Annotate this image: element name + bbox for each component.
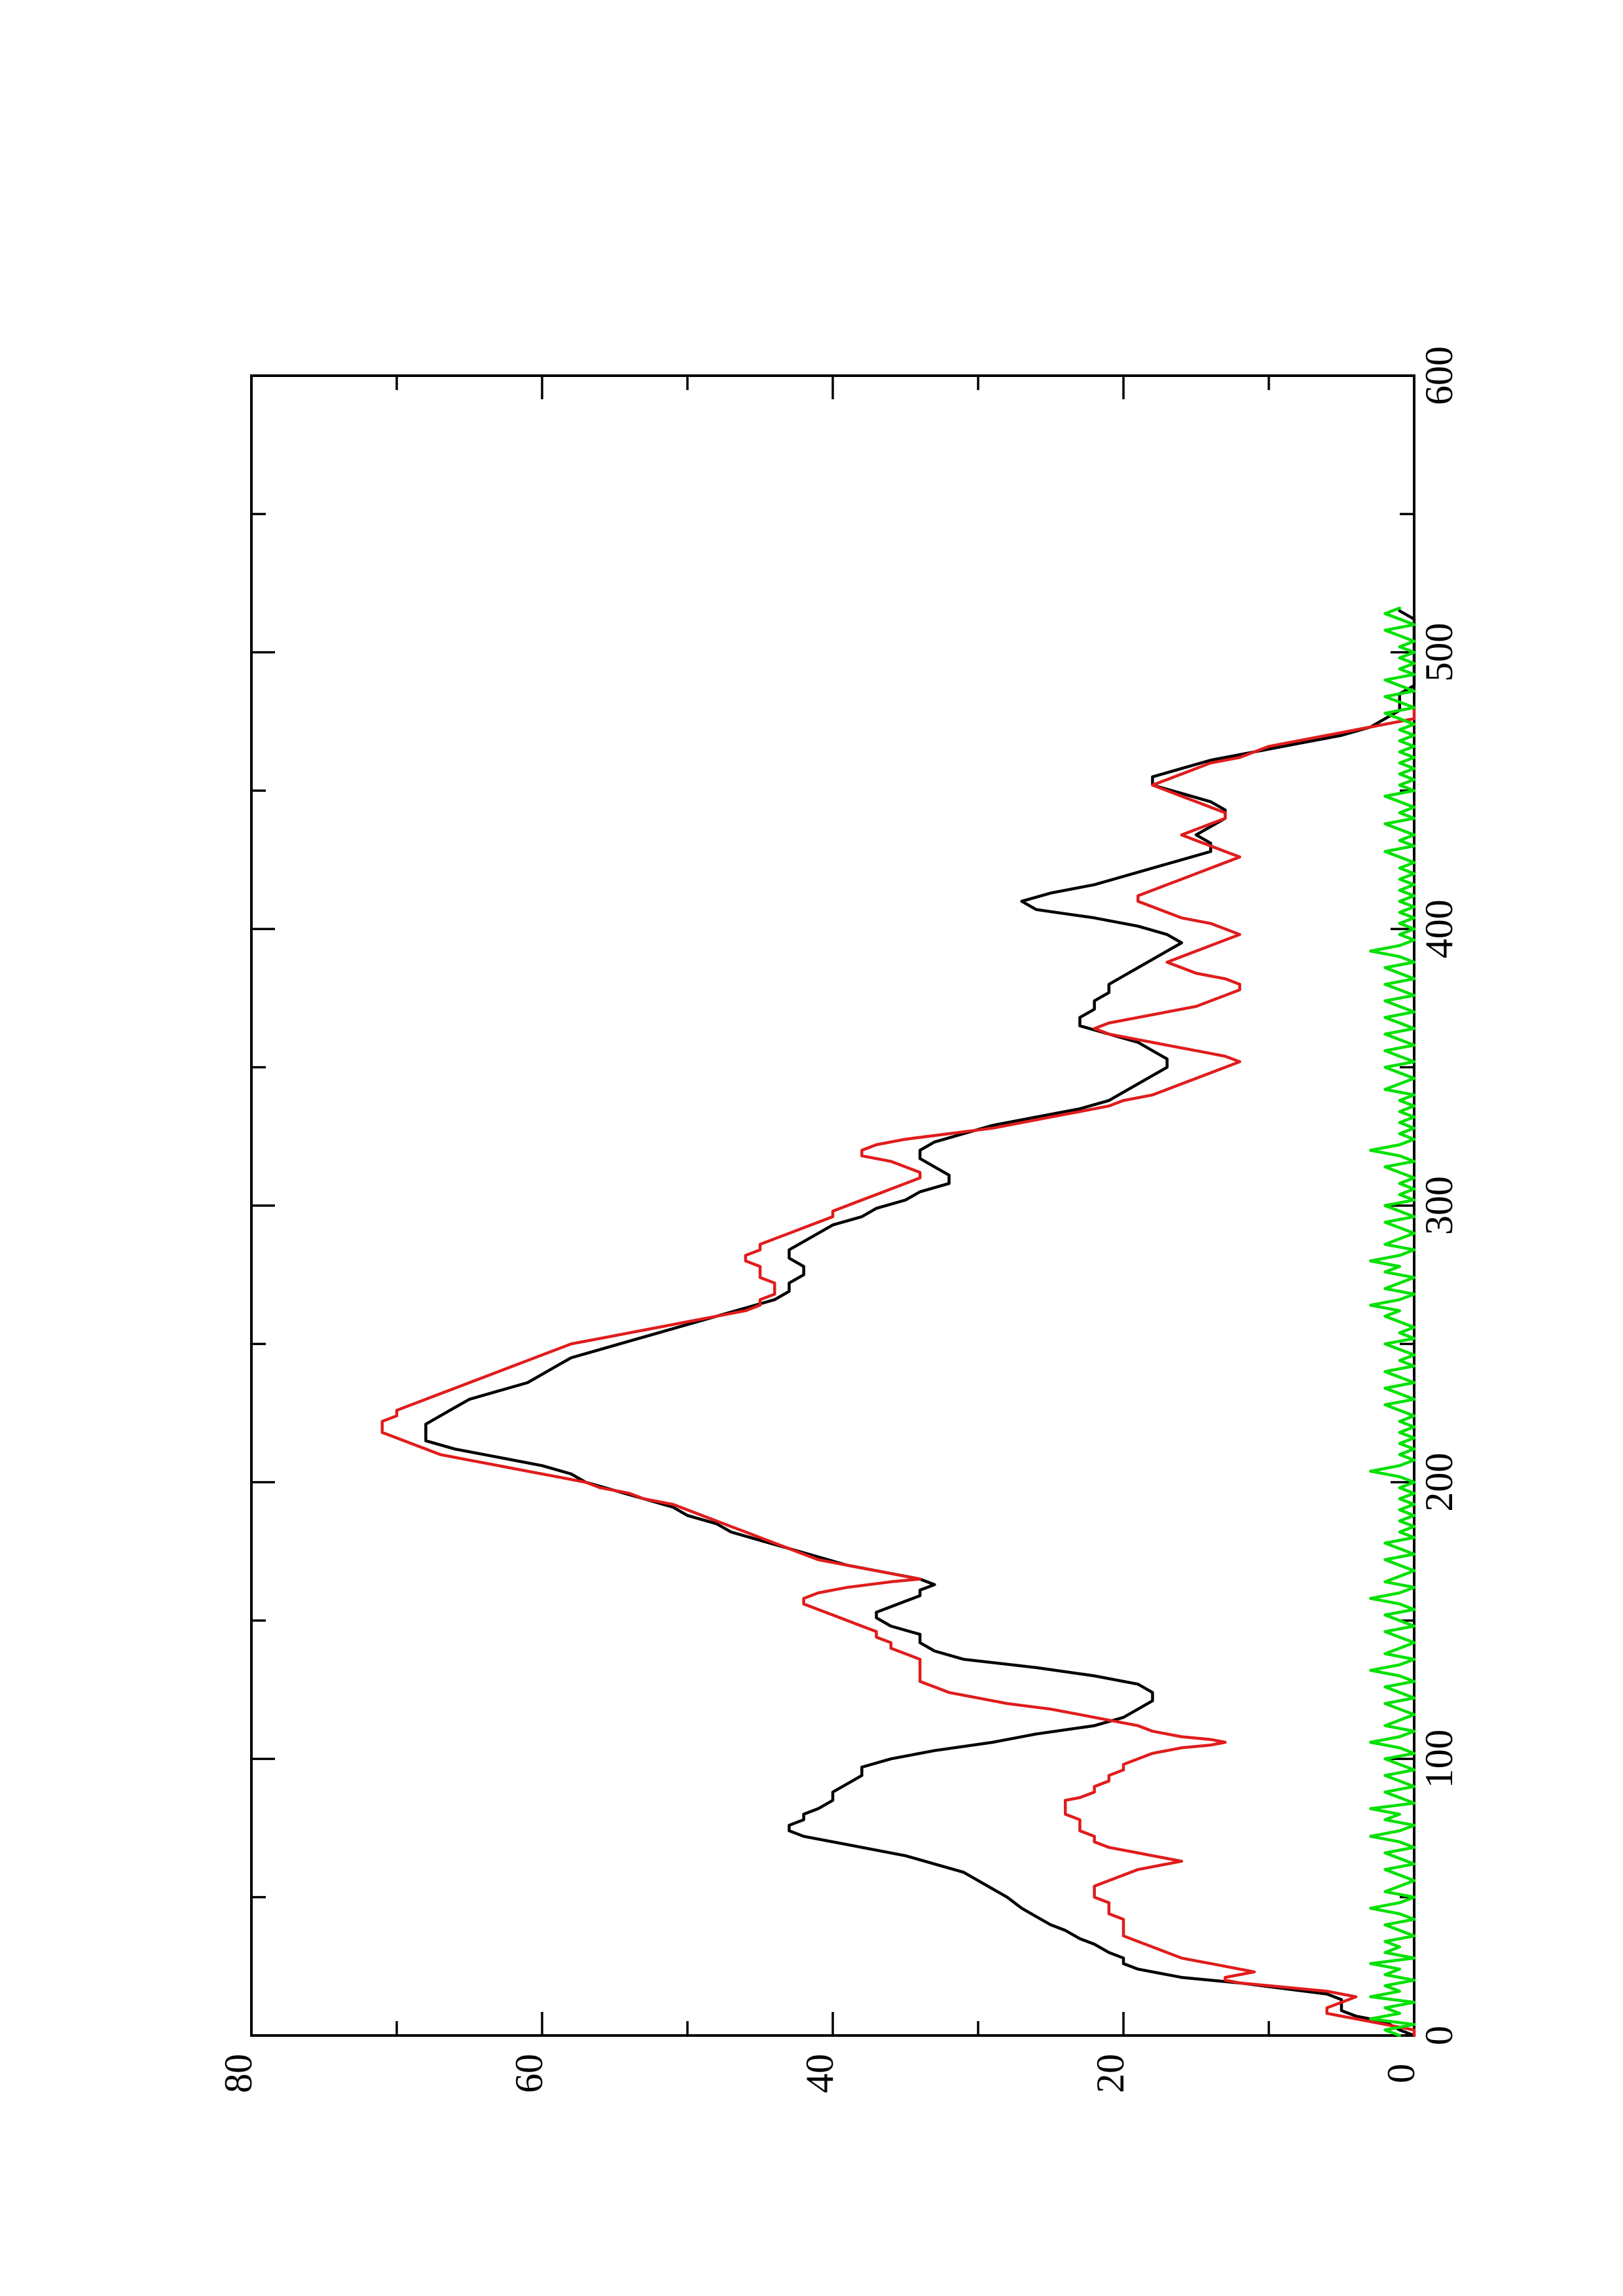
x-tick-label: 600 — [1417, 346, 1461, 405]
series-group — [380, 606, 1416, 2037]
x-tick-label: 100 — [1417, 1729, 1461, 1788]
series-line-3 — [1369, 606, 1416, 2037]
y-tick-label: 60 — [507, 2054, 551, 2093]
plot-frame — [250, 374, 1415, 2037]
x-tick-label: 0 — [1417, 2026, 1461, 2045]
axis-tick-labels: 0 100 200 300 400 500 600 0 20 40 60 80 — [217, 346, 1461, 2093]
y-tick-label: 20 — [1089, 2054, 1132, 2093]
y-tick-label: 80 — [217, 2054, 260, 2093]
x-tick-label: 400 — [1417, 899, 1461, 958]
series-line-2 — [380, 706, 1416, 2037]
y-tick-label: 40 — [798, 2054, 841, 2093]
series-line-1 — [424, 609, 1416, 2037]
axis-ticks — [250, 374, 1415, 2037]
x-tick-label: 300 — [1417, 1176, 1461, 1235]
x-tick-label: 500 — [1417, 623, 1461, 682]
x-tick-label: 200 — [1417, 1453, 1461, 1512]
y-tick-label: 0 — [1379, 2064, 1423, 2083]
